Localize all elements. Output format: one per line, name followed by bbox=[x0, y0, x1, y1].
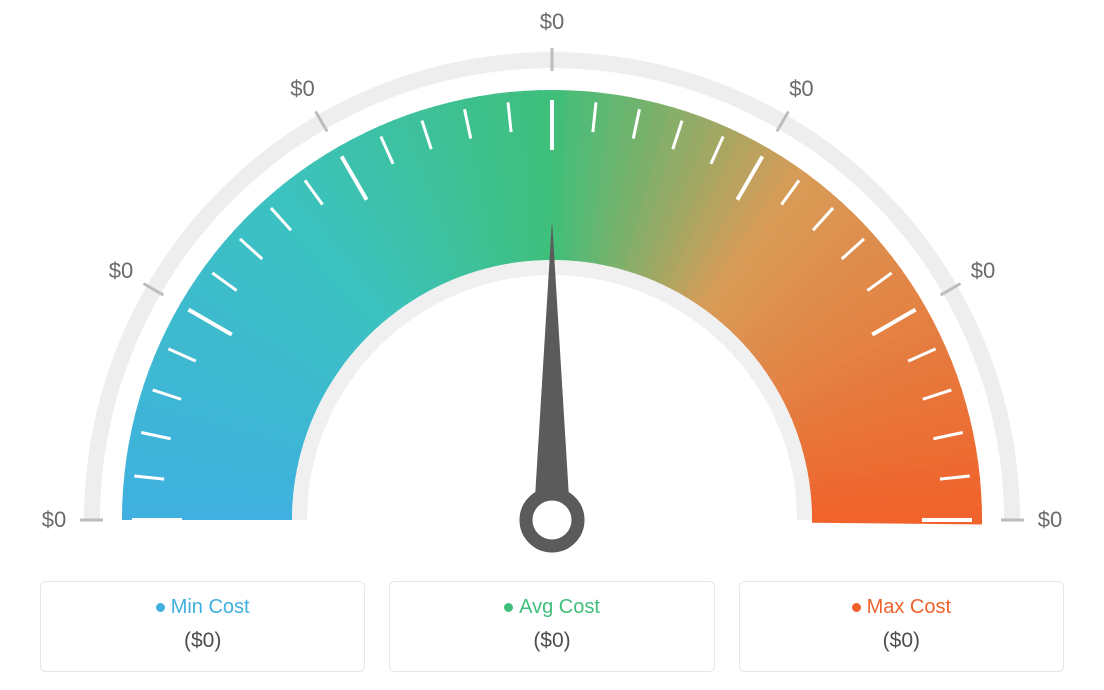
legend-card-avg: Avg Cost ($0) bbox=[389, 581, 714, 672]
gauge: $0 $0 $0 $0 $0 $0 $0 bbox=[0, 0, 1104, 560]
legend-min-title: Min Cost bbox=[156, 596, 250, 619]
legend-max-title-text: Max Cost bbox=[867, 596, 951, 619]
tick-label: $0 bbox=[42, 507, 66, 533]
dot-icon bbox=[504, 603, 513, 612]
legend-max-title: Max Cost bbox=[852, 596, 951, 619]
legend-min-title-text: Min Cost bbox=[171, 596, 250, 619]
legend-card-max: Max Cost ($0) bbox=[739, 581, 1064, 672]
legend-avg-title: Avg Cost bbox=[504, 596, 600, 619]
tick-label: $0 bbox=[109, 258, 133, 284]
legend-avg-title-text: Avg Cost bbox=[519, 596, 600, 619]
tick-label: $0 bbox=[789, 76, 813, 102]
dot-icon bbox=[852, 603, 861, 612]
tick-label: $0 bbox=[290, 76, 314, 102]
tick-label: $0 bbox=[1038, 507, 1062, 533]
legend-max-value: ($0) bbox=[748, 629, 1055, 653]
legend-min-value: ($0) bbox=[49, 629, 356, 653]
legend-row: Min Cost ($0) Avg Cost ($0) Max Cost ($0… bbox=[40, 581, 1064, 672]
legend-avg-value: ($0) bbox=[398, 629, 705, 653]
dot-icon bbox=[156, 603, 165, 612]
chart-container: $0 $0 $0 $0 $0 $0 $0 Min Cost ($0) Avg Cost ($… bbox=[0, 0, 1104, 690]
legend-card-min: Min Cost ($0) bbox=[40, 581, 365, 672]
tick-label: $0 bbox=[540, 9, 564, 35]
tick-label: $0 bbox=[971, 258, 995, 284]
